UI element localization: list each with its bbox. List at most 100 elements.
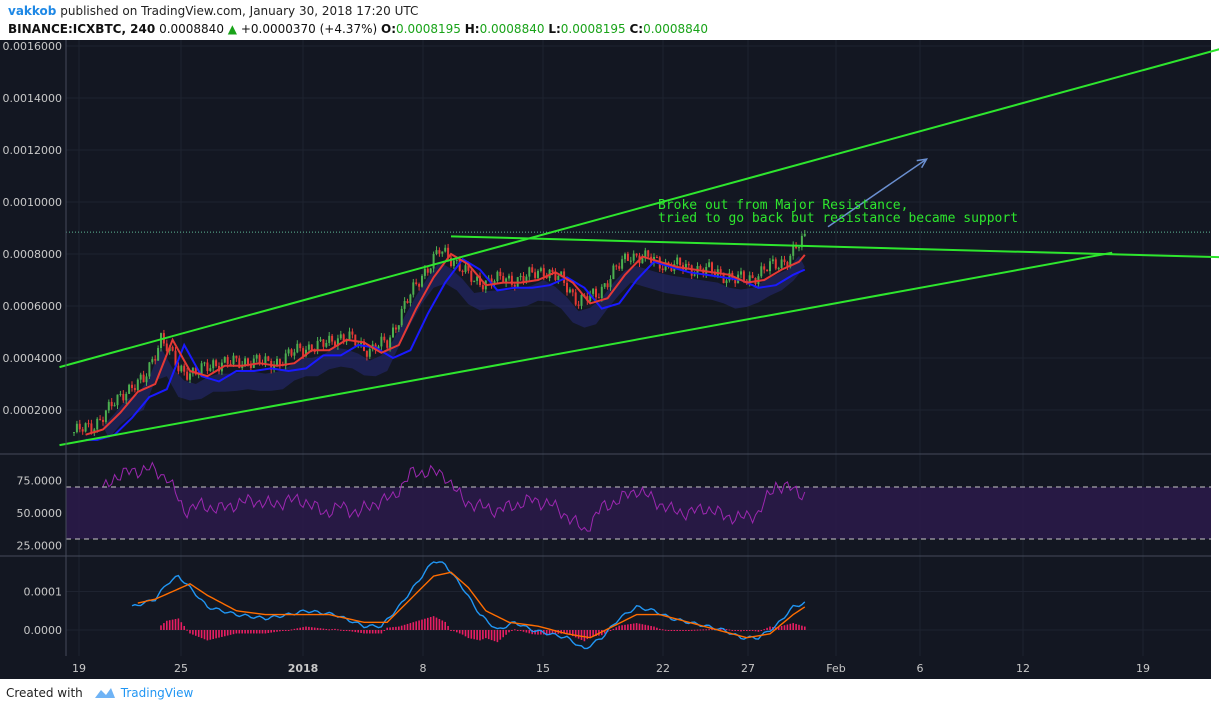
candle — [302, 348, 305, 357]
candle — [763, 266, 766, 270]
candle — [551, 269, 554, 273]
candle — [194, 367, 197, 375]
macd-histogram-bar — [316, 627, 319, 630]
macd-histogram-bar — [705, 629, 707, 631]
candle — [421, 275, 423, 287]
candle — [133, 387, 136, 391]
publish-line: vakkob published on TradingView.com, Jan… — [8, 4, 418, 18]
macd-histogram-bar — [325, 628, 328, 630]
candle — [365, 350, 368, 357]
candle — [786, 262, 789, 267]
macd-histogram-bar — [290, 629, 293, 631]
candle — [334, 341, 336, 346]
ema-slow-line — [85, 257, 806, 441]
macd-histogram-bar — [229, 630, 232, 635]
candle — [235, 355, 238, 359]
candle — [229, 363, 232, 365]
macd-histogram-bar — [209, 630, 212, 640]
tradingview-brand-link[interactable]: TradingView — [120, 686, 194, 700]
macd-histogram-bar — [363, 630, 365, 634]
candle — [305, 349, 307, 357]
candle — [624, 253, 626, 260]
candle — [510, 275, 513, 285]
rsi-pane — [66, 461, 1211, 540]
macd-histogram-bar — [247, 630, 249, 634]
candle — [473, 280, 476, 282]
candle — [174, 350, 177, 366]
candle — [212, 360, 215, 369]
macd-histogram-bar — [221, 630, 223, 637]
x-tick-label: 12 — [1016, 662, 1030, 675]
macd-histogram-bar — [319, 628, 322, 630]
macd-histogram-bar — [525, 630, 528, 633]
macd-histogram-bar — [369, 630, 371, 634]
macd-histogram-bar — [342, 630, 345, 631]
annotation-line-2: tried to go back but resistance became s… — [658, 211, 1018, 226]
candle — [177, 365, 180, 372]
candle — [615, 265, 618, 267]
symbol-label: BINANCE:ICXBTC, 240 — [8, 22, 156, 36]
macd-histogram-bar — [676, 630, 678, 631]
macd-histogram-bar — [690, 629, 693, 631]
macd-histogram-bar — [711, 629, 713, 631]
created-with-label: Created with — [6, 686, 83, 700]
candle — [154, 359, 157, 361]
macd-histogram-bar — [537, 630, 539, 635]
candle — [322, 339, 325, 347]
candle — [73, 432, 75, 434]
macd-histogram-bar — [734, 630, 736, 631]
candle — [415, 282, 418, 284]
candle — [238, 358, 241, 368]
macd-histogram-bar — [769, 626, 771, 630]
axes: 19 25 2018 8 15 22 27 Feb 6 12 19 0.0002000 0.000400… — [0, 40, 1211, 675]
macd-histogram-bar — [603, 630, 606, 634]
macd-histogram-bar — [528, 630, 531, 634]
candle — [78, 423, 81, 430]
macd-histogram-bar — [540, 630, 542, 635]
macd-histogram-bar — [487, 630, 490, 640]
macd-histogram-bar — [299, 627, 301, 630]
macd-histogram-bar — [395, 626, 397, 630]
publish-info: published on TradingView.com, January 30… — [60, 4, 419, 18]
macd-histogram-bar — [798, 624, 800, 630]
candle — [351, 331, 354, 335]
candle — [635, 253, 638, 256]
candle — [325, 342, 328, 347]
candle — [571, 289, 574, 293]
candle — [102, 419, 104, 422]
macd-histogram-bar — [609, 630, 612, 631]
macd-histogram-bar — [725, 629, 728, 631]
macd-histogram-bar — [374, 630, 377, 634]
candle — [75, 423, 78, 433]
macd-histogram-bar — [435, 617, 438, 630]
candle — [661, 268, 664, 271]
macd-histogram-bar — [328, 629, 330, 631]
candle — [316, 340, 319, 352]
candle — [429, 268, 432, 273]
candle — [626, 253, 629, 261]
macd-histogram-bar — [458, 630, 461, 634]
macd-histogram-bar — [215, 630, 217, 639]
candle — [296, 343, 299, 353]
macd-histogram-bar — [418, 620, 420, 630]
macd-histogram-bar — [638, 623, 641, 630]
candle — [574, 292, 577, 305]
last-price: 0.0008840 — [159, 22, 224, 36]
macd-histogram-bar — [403, 624, 406, 630]
candle — [336, 338, 339, 346]
macd-histogram-bar — [624, 624, 626, 630]
candle — [467, 265, 470, 271]
candle — [287, 349, 290, 354]
candle — [522, 275, 525, 283]
candle — [267, 356, 270, 362]
candle — [104, 410, 107, 422]
candle — [264, 356, 267, 364]
macd-pane — [131, 561, 806, 650]
signal-line — [137, 571, 806, 639]
macd-histogram-bar — [667, 630, 670, 631]
author-link[interactable]: vakkob — [8, 4, 57, 18]
candle — [803, 233, 806, 236]
candle — [90, 423, 93, 434]
candle — [687, 263, 690, 266]
